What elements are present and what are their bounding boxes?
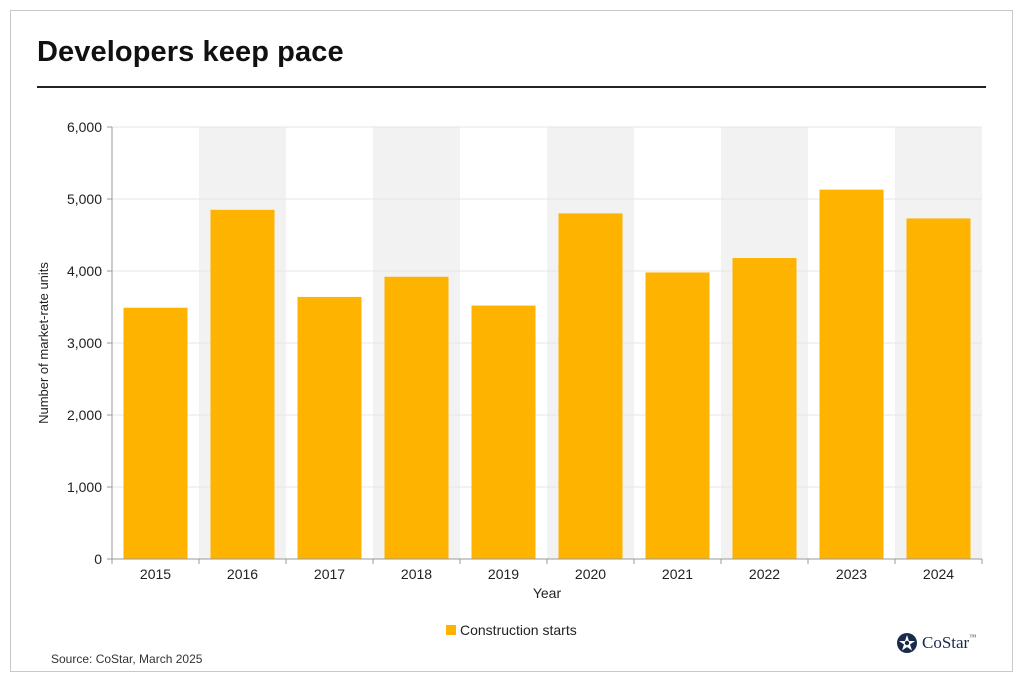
costar-logo: CoStar™ [896,632,976,654]
y-axis-title: Number of market-rate units [36,262,51,424]
x-tick-label: 2023 [836,566,867,582]
x-tick-label: 2018 [401,566,432,582]
bar-2019 [471,305,536,559]
title-divider [37,86,986,88]
bar-2018 [384,276,449,559]
bar-2024 [906,218,971,559]
bar-2021 [645,272,710,559]
legend-label: Construction starts [460,622,577,638]
x-tick-label: 2016 [227,566,258,582]
bar-2020 [558,213,623,559]
x-tick-label: 2019 [488,566,519,582]
chart-title: Developers keep pace [37,36,344,68]
source-note: Source: CoStar, March 2025 [51,652,203,666]
bar-2023 [819,189,884,559]
bar-2015 [123,307,188,559]
x-tick-label: 2020 [575,566,606,582]
legend: Construction starts [446,622,577,638]
y-tick-label: 1,000 [67,479,102,495]
x-tick-label: 2017 [314,566,345,582]
y-tick-label: 4,000 [67,263,102,279]
bar-2016 [210,209,275,560]
costar-wordmark: CoStar™ [922,633,977,652]
x-tick-label: 2015 [140,566,171,582]
y-tick-label: 5,000 [67,191,102,207]
legend-swatch [446,625,456,635]
y-tick-label: 6,000 [67,119,102,135]
x-tick-label: 2021 [662,566,693,582]
x-tick-label: 2024 [923,566,954,582]
bar-2017 [297,296,362,559]
y-tick-label: 3,000 [67,335,102,351]
y-tick-label: 2,000 [67,407,102,423]
x-axis-title: Year [533,585,562,601]
costar-star-icon [897,633,917,653]
bar-2022 [732,258,797,559]
y-tick-label: 0 [94,551,102,567]
x-tick-label: 2022 [749,566,780,582]
